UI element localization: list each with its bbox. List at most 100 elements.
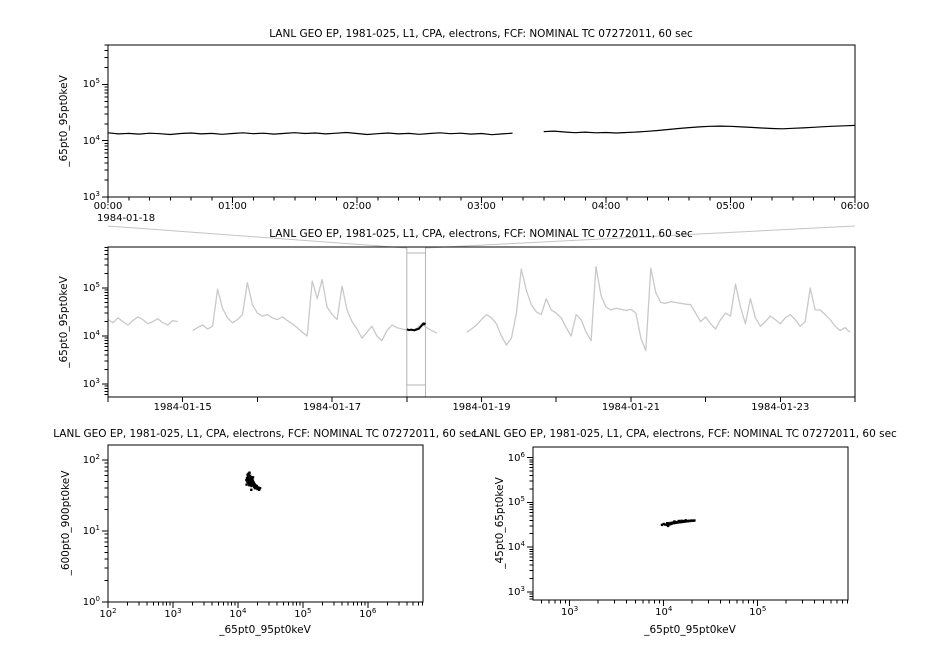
- x-date-label: 1984-01-15: [153, 402, 212, 413]
- scatter-point: [249, 482, 252, 486]
- context-panel-title: LANL GEO EP, 1981-025, L1, CPA, electron…: [269, 228, 693, 240]
- scatter-point: [245, 478, 248, 482]
- y-tick-label: 103: [507, 585, 525, 599]
- scatter-point: [666, 522, 669, 525]
- scatter-point: [248, 474, 252, 477]
- y-tick-label: 103: [82, 190, 100, 204]
- scatter-panel-left[interactable]: [102, 444, 424, 608]
- x-time-label: 03:00: [467, 201, 496, 212]
- scatter-point: [249, 481, 253, 484]
- x-time-label: 00:00: [93, 201, 123, 212]
- scatter-point: [253, 485, 256, 488]
- scatter-point: [258, 487, 262, 490]
- scatter-point: [684, 519, 687, 522]
- series-line: [107, 131, 513, 136]
- context-box[interactable]: [406, 246, 426, 398]
- scatter-point: [248, 471, 251, 474]
- scatter-point: [677, 519, 681, 523]
- x-tick-label: 104: [655, 605, 673, 618]
- scatter-point: [248, 480, 251, 483]
- x-tick-label: 105: [294, 607, 312, 620]
- top-timeseries-panel[interactable]: [102, 44, 856, 203]
- scatter-point: [252, 484, 255, 487]
- context-ylabel: _65pt0_95pt0keV: [58, 276, 70, 368]
- scatter-point: [247, 475, 250, 478]
- scatter-point: [245, 483, 248, 486]
- y-tick-label: 103: [82, 377, 100, 391]
- scatter-point: [254, 486, 258, 489]
- scatter-point: [257, 488, 261, 491]
- connector-right-line: [425, 225, 856, 249]
- top-ylabel: _65pt0_95pt0keV: [58, 75, 70, 167]
- scatter-point: [680, 519, 683, 522]
- scatter-point: [247, 482, 250, 485]
- x-time-label: 02:00: [342, 201, 372, 212]
- scatter-point: [691, 519, 695, 522]
- scatter-point: [669, 522, 673, 526]
- scatter-point: [247, 477, 251, 480]
- scatter-right-xlabel: _65pt0_95pt0keV: [644, 624, 736, 636]
- scatter-point: [249, 478, 252, 481]
- scatter-point: [251, 479, 255, 482]
- y-tick-label: 104: [82, 133, 100, 147]
- x-date-label: 1984-01-17: [303, 402, 362, 413]
- x-date-label: 1984-01-21: [601, 402, 660, 413]
- scatter-point: [251, 482, 254, 486]
- y-tick-label: 106: [507, 450, 525, 464]
- scatter-point: [693, 519, 696, 522]
- x-tick-label: 103: [164, 607, 182, 620]
- panel-frame: [107, 444, 424, 603]
- scatter-point: [253, 482, 256, 486]
- scatter-right-title: LANL GEO EP, 1981-025, L1, CPA, electron…: [473, 428, 897, 440]
- scatter-point: [668, 523, 671, 526]
- scatter-point: [250, 484, 253, 488]
- y-tick-label: 105: [82, 281, 100, 295]
- y-tick-label: 104: [507, 540, 525, 554]
- y-tick-label: 105: [507, 495, 525, 509]
- scatter-point: [248, 484, 251, 487]
- scatter-right-ylabel: _45pt0_65pt0keV: [494, 477, 506, 569]
- scatter-point: [690, 519, 693, 522]
- y-tick-label: 100: [82, 595, 100, 609]
- context-connector: [107, 225, 856, 249]
- x-tick-label: 106: [359, 607, 377, 620]
- y-tick-label: 101: [82, 524, 100, 538]
- series-line: [466, 265, 851, 352]
- scatter-point: [246, 480, 249, 484]
- x-time-label: 01:00: [218, 201, 247, 212]
- scatter-point: [251, 477, 254, 481]
- panel-frame: [532, 446, 849, 601]
- x-date-label: 1984-01-23: [751, 402, 810, 413]
- x-date-label: 1984-01-19: [452, 402, 511, 413]
- scatter-point: [686, 520, 689, 523]
- panel-frame: [107, 44, 856, 198]
- x-time-label: 04:00: [591, 201, 621, 212]
- scatter-point: [257, 486, 260, 489]
- y-tick-label: 105: [82, 77, 100, 91]
- scatter-point: [660, 523, 664, 527]
- series-line: [543, 124, 856, 134]
- scatter-point: [687, 519, 691, 522]
- scatter-point: [689, 519, 692, 523]
- scatter-point: [250, 488, 253, 491]
- scatter-point: [252, 481, 255, 484]
- series-line: [192, 278, 437, 342]
- y-tick-label: 104: [82, 329, 100, 343]
- top-panel-title: LANL GEO EP, 1981-025, L1, CPA, electron…: [269, 28, 693, 40]
- scatter-left-xlabel: _65pt0_95pt0keV: [219, 624, 311, 636]
- x-tick-label: 102: [99, 607, 117, 620]
- scatter-left-title: LANL GEO EP, 1981-025, L1, CPA, electron…: [53, 428, 477, 440]
- highlight-series-line: [406, 322, 427, 332]
- context-overview-panel[interactable]: [102, 246, 856, 402]
- scatter-point: [662, 522, 665, 526]
- connector-left-line: [107, 225, 407, 249]
- scatter-point: [250, 476, 253, 479]
- scatter-point: [251, 476, 255, 479]
- top-date-label: 1984-01-18: [97, 213, 156, 224]
- scatter-point: [256, 487, 259, 491]
- scatter-panel-right[interactable]: [527, 446, 849, 606]
- y-tick-label: 102: [82, 453, 100, 467]
- scatter-left-ylabel: _600pt0_900pt0keV: [60, 470, 72, 576]
- scatter-point: [254, 484, 257, 487]
